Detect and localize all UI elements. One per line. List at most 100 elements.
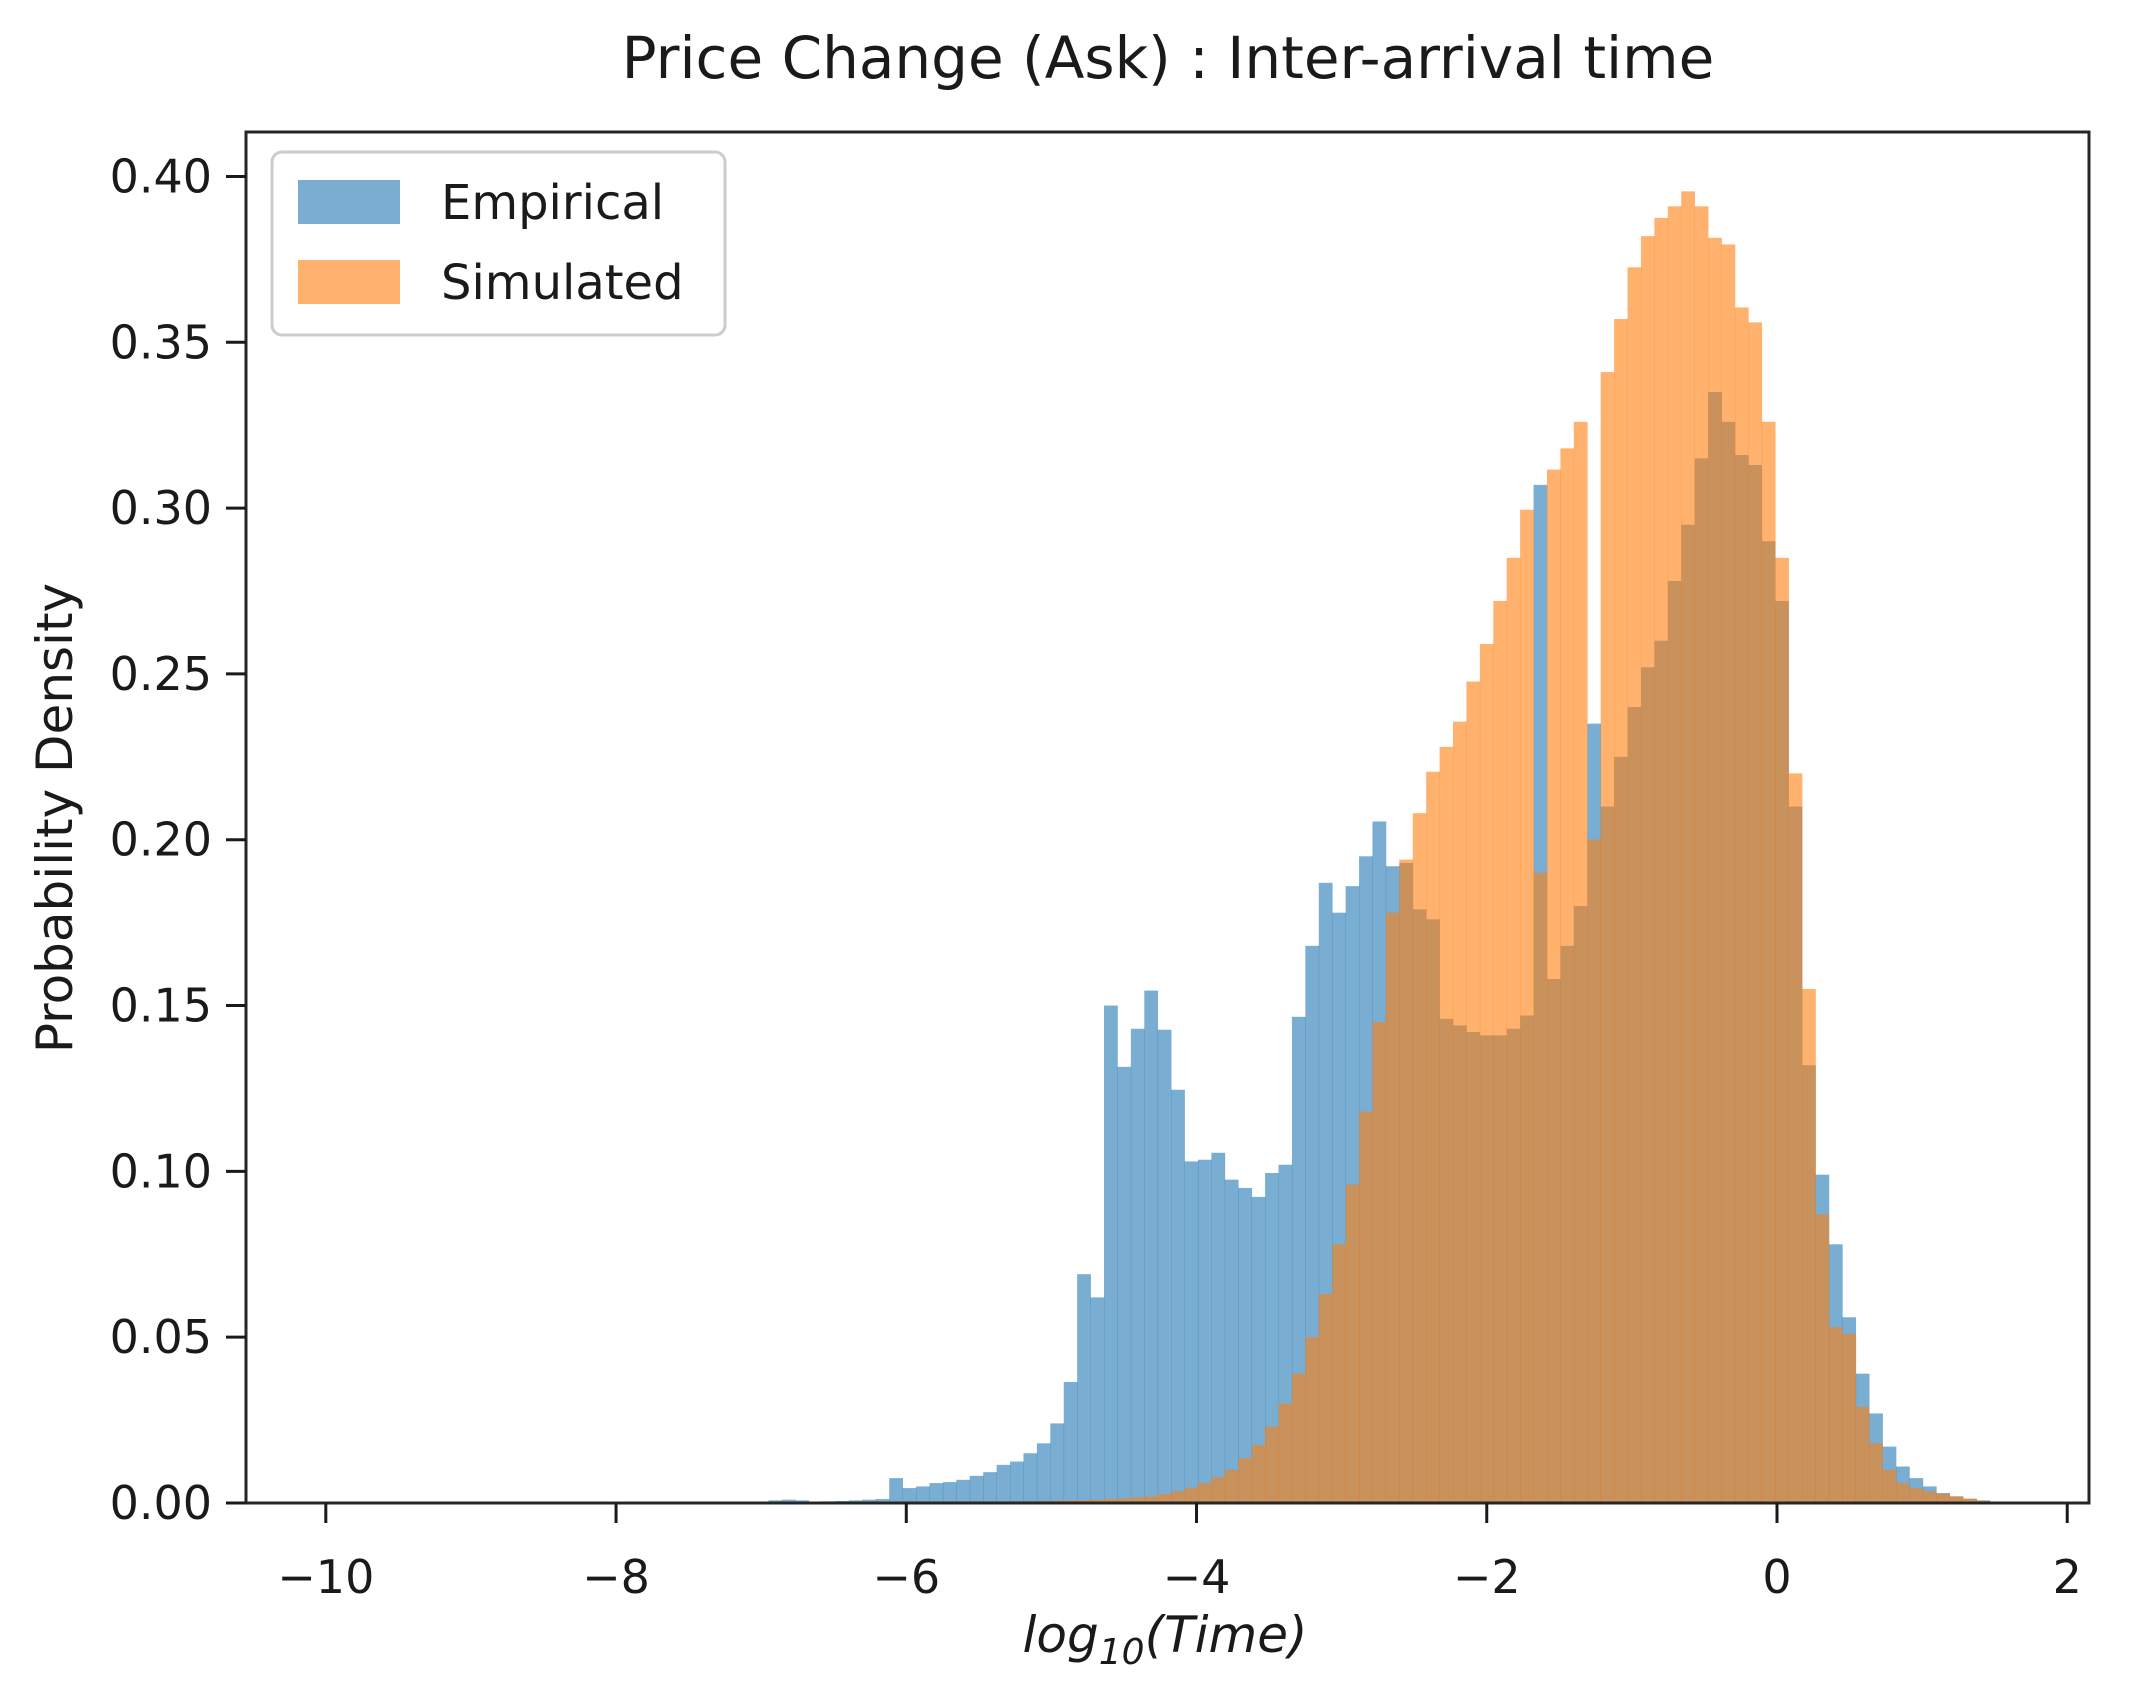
bar [1963,1498,1977,1503]
bar [1278,1403,1293,1503]
bar [1694,206,1709,1503]
bar [1721,244,1736,1504]
bar [1077,1274,1091,1503]
bar [1600,372,1615,1503]
bar [1197,1483,1212,1503]
bar [1654,217,1669,1503]
y-tick-label: 0.10 [110,1144,212,1198]
bar [1560,448,1575,1503]
y-axis: 0.00 0.05 0.10 0.15 0.20 0.25 0.30 0.35 0.40 [110,149,246,1530]
y-tick-label: 0.25 [110,647,212,701]
bar [1842,1333,1857,1503]
bar [1520,509,1534,1503]
bar [996,1464,1011,1503]
bar [1640,236,1655,1503]
bar [916,1486,930,1503]
bar [1869,1443,1883,1503]
bar [983,1472,997,1503]
y-axis-label: Probability Density [26,583,84,1053]
x-axis-label-suffix: (Time) [1145,1606,1308,1664]
bar [1104,1499,1118,1503]
x-tick-label: −2 [1453,1550,1521,1604]
bar [1506,557,1521,1503]
bar [1090,1499,1105,1503]
bar [956,1479,971,1503]
bar [1372,1022,1387,1503]
bar [1748,322,1763,1503]
bar [1587,839,1602,1503]
bar [1224,1469,1239,1503]
axes-box [244,130,2091,1505]
bar [1063,1381,1078,1503]
bar [1439,746,1454,1503]
bar [1157,1029,1172,1503]
legend-label-simulated: Simulated [441,255,684,311]
bar [1238,1458,1253,1503]
bar [1399,859,1414,1503]
bar [1895,1483,1910,1503]
bar [1224,1179,1239,1503]
x-axis-label-prefix: log [1023,1606,1099,1664]
x-axis-label-subscript: 10 [1099,1632,1145,1673]
bar [1761,421,1776,1504]
bar [1734,307,1749,1504]
x-axis-label: log10(Time) [1023,1606,1308,1673]
series-simulated [983,191,2004,1504]
chart-title: Price Change (Ask) : Inter-arrival time [622,24,1715,92]
bar [1667,206,1682,1503]
bar [1882,1469,1897,1503]
bar [1855,1406,1870,1503]
bar [1936,1493,1951,1503]
bar [1318,1294,1333,1503]
bar [1681,191,1695,1504]
bar [1104,1005,1118,1503]
bar [1157,1494,1172,1503]
y-tick-label: 0.15 [110,979,212,1033]
bar [1130,1028,1145,1503]
bar [1802,988,1816,1503]
x-tick-label: −4 [1163,1550,1231,1604]
x-axis: −10 −8 −6 −4 −2 0 2 [277,1503,2082,1604]
legend: Empirical Simulated [270,150,727,337]
bar [862,1499,877,1503]
y-tick-label: 0.30 [110,481,212,535]
y-tick-label: 0.05 [110,1310,212,1364]
bar [1627,267,1642,1503]
x-tick-label: −6 [872,1550,940,1604]
bar [1453,721,1467,1503]
bar [1788,773,1803,1503]
histogram-bars [768,191,2004,1504]
bar [1171,1491,1185,1503]
bar [1573,421,1588,1504]
bar [1466,681,1481,1503]
legend-swatch-simulated [298,260,400,304]
x-tick-label: 0 [1762,1550,1791,1604]
bar [1251,1196,1266,1503]
x-tick-label: −8 [582,1550,650,1604]
bar [1050,1423,1065,1503]
bar [1144,990,1159,1503]
bar [1359,1111,1373,1503]
bar [1211,1152,1226,1503]
bar [1010,1461,1024,1503]
bar [875,1499,890,1503]
bar [1090,1297,1105,1503]
bar [1708,237,1722,1503]
bar [1909,1488,1924,1503]
bar [1117,1498,1132,1503]
bar [1265,1426,1279,1503]
bar [902,1488,917,1503]
bar [1828,1327,1843,1503]
bar [929,1483,944,1503]
x-tick-label: −10 [277,1550,374,1604]
bar [1426,771,1440,1503]
bar [1130,1497,1145,1503]
bar [1184,1161,1199,1503]
bar [1385,912,1400,1503]
bar [1265,1173,1279,1503]
bar [1479,644,1494,1503]
bar [1171,1089,1185,1503]
y-tick-label: 0.20 [110,813,212,867]
